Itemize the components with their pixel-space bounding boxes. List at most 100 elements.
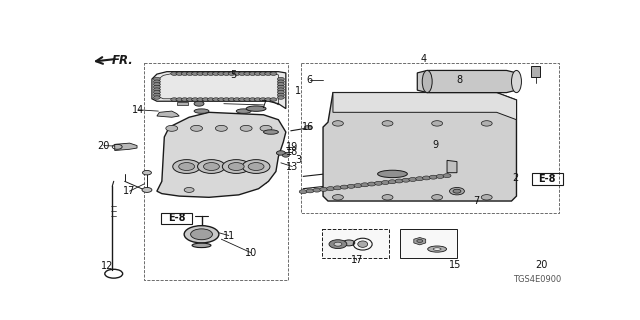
Ellipse shape bbox=[428, 246, 447, 252]
Circle shape bbox=[282, 154, 289, 157]
Circle shape bbox=[382, 121, 393, 126]
Circle shape bbox=[207, 72, 214, 75]
Ellipse shape bbox=[378, 170, 408, 178]
Text: 5: 5 bbox=[230, 70, 237, 80]
Polygon shape bbox=[157, 111, 179, 117]
Circle shape bbox=[300, 190, 307, 194]
Circle shape bbox=[173, 160, 200, 173]
Text: 11: 11 bbox=[223, 230, 235, 241]
Circle shape bbox=[443, 174, 451, 178]
Ellipse shape bbox=[358, 241, 367, 247]
Polygon shape bbox=[333, 92, 516, 120]
Ellipse shape bbox=[433, 248, 441, 250]
Circle shape bbox=[481, 195, 492, 200]
Circle shape bbox=[334, 242, 342, 246]
Circle shape bbox=[166, 125, 178, 131]
Circle shape bbox=[304, 126, 312, 130]
Text: 7: 7 bbox=[474, 196, 480, 206]
Text: 15: 15 bbox=[449, 260, 461, 270]
Text: TGS4E0900: TGS4E0900 bbox=[513, 275, 561, 284]
Circle shape bbox=[154, 83, 161, 86]
Circle shape bbox=[329, 240, 347, 249]
Circle shape bbox=[431, 121, 443, 126]
Text: 14: 14 bbox=[132, 105, 145, 115]
Text: 20: 20 bbox=[535, 260, 547, 270]
Circle shape bbox=[277, 96, 284, 99]
Circle shape bbox=[154, 91, 161, 94]
Text: 3: 3 bbox=[295, 156, 301, 165]
Polygon shape bbox=[447, 160, 457, 173]
Circle shape bbox=[186, 98, 193, 101]
Circle shape bbox=[228, 163, 244, 171]
Circle shape bbox=[449, 188, 465, 195]
Circle shape bbox=[244, 72, 251, 75]
Circle shape bbox=[354, 184, 362, 188]
Text: 16: 16 bbox=[302, 122, 314, 132]
Circle shape bbox=[171, 98, 178, 101]
Circle shape bbox=[402, 178, 410, 182]
Bar bbox=[321, 229, 388, 258]
Text: 6: 6 bbox=[307, 75, 313, 85]
Circle shape bbox=[223, 72, 230, 75]
Circle shape bbox=[374, 181, 383, 185]
Circle shape bbox=[415, 177, 424, 181]
Circle shape bbox=[191, 98, 198, 101]
Text: E-8: E-8 bbox=[168, 213, 186, 223]
Ellipse shape bbox=[192, 243, 211, 248]
Text: 2: 2 bbox=[513, 173, 518, 183]
Circle shape bbox=[212, 72, 220, 75]
Circle shape bbox=[277, 91, 284, 94]
Circle shape bbox=[254, 72, 261, 75]
Text: 19: 19 bbox=[286, 142, 298, 152]
Polygon shape bbox=[414, 237, 426, 245]
Circle shape bbox=[333, 186, 341, 190]
Circle shape bbox=[218, 72, 225, 75]
Circle shape bbox=[202, 98, 209, 101]
Circle shape bbox=[429, 175, 437, 179]
Circle shape bbox=[326, 187, 335, 191]
Circle shape bbox=[142, 188, 152, 192]
Circle shape bbox=[347, 184, 355, 188]
Circle shape bbox=[453, 189, 461, 193]
Circle shape bbox=[191, 125, 202, 131]
Circle shape bbox=[176, 72, 183, 75]
Circle shape bbox=[409, 178, 417, 181]
Circle shape bbox=[248, 163, 264, 171]
Circle shape bbox=[277, 83, 284, 86]
Circle shape bbox=[265, 98, 272, 101]
Ellipse shape bbox=[511, 70, 522, 92]
Circle shape bbox=[194, 101, 204, 106]
Circle shape bbox=[368, 182, 376, 186]
Circle shape bbox=[277, 77, 284, 81]
Circle shape bbox=[417, 239, 423, 243]
Polygon shape bbox=[417, 70, 516, 92]
Circle shape bbox=[277, 88, 284, 91]
Circle shape bbox=[277, 93, 284, 97]
Circle shape bbox=[154, 85, 161, 89]
Circle shape bbox=[154, 96, 161, 99]
Circle shape bbox=[197, 72, 204, 75]
Circle shape bbox=[191, 229, 212, 240]
Circle shape bbox=[431, 195, 443, 200]
Circle shape bbox=[212, 98, 220, 101]
Circle shape bbox=[340, 185, 348, 189]
Circle shape bbox=[277, 80, 284, 84]
Circle shape bbox=[332, 121, 344, 126]
Bar bbox=[531, 66, 540, 76]
Text: 18: 18 bbox=[286, 147, 298, 157]
Circle shape bbox=[388, 180, 396, 184]
Circle shape bbox=[249, 72, 256, 75]
Circle shape bbox=[343, 240, 355, 246]
Circle shape bbox=[260, 72, 266, 75]
Text: FR.: FR. bbox=[112, 53, 134, 67]
Circle shape bbox=[313, 188, 321, 192]
Bar bbox=[400, 229, 457, 258]
Circle shape bbox=[244, 98, 251, 101]
Circle shape bbox=[207, 98, 214, 101]
Polygon shape bbox=[323, 92, 516, 201]
Circle shape bbox=[216, 125, 227, 131]
Circle shape bbox=[422, 176, 431, 180]
Circle shape bbox=[234, 72, 241, 75]
Circle shape bbox=[143, 171, 152, 175]
Circle shape bbox=[276, 151, 285, 155]
